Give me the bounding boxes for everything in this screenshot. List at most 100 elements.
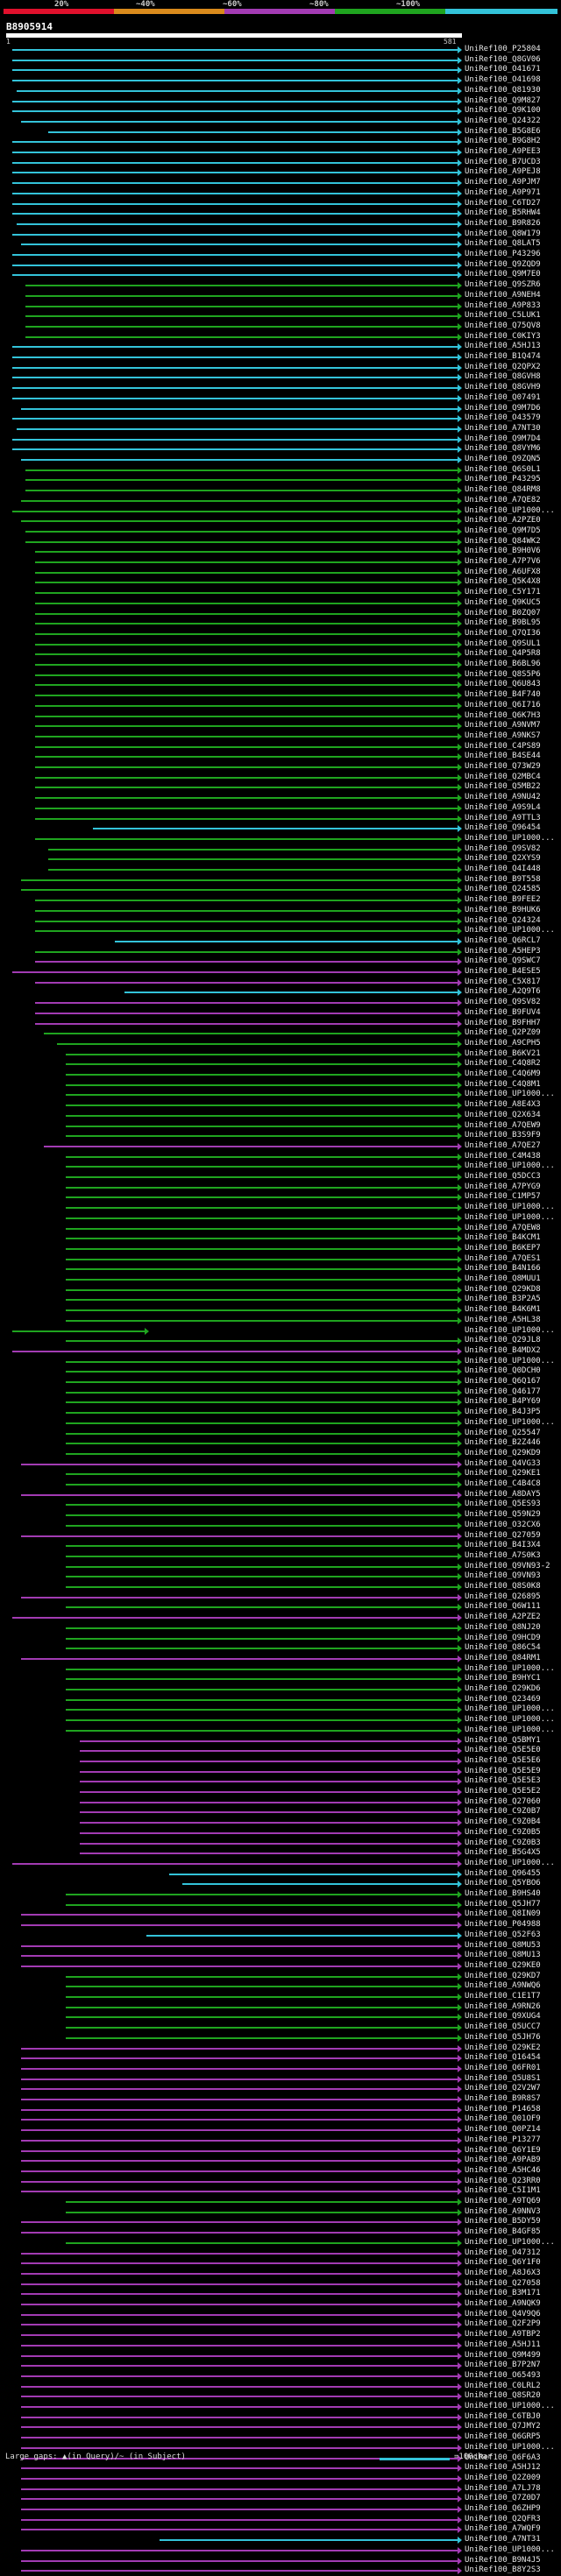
hit-label-link[interactable]: UniRef100_Q5JH77	[465, 1899, 541, 1909]
hit-label-link[interactable]: UniRef100_A7P7V6	[465, 557, 541, 566]
hit-label-link[interactable]: UniRef100_Q29KE2	[465, 2043, 541, 2052]
hit-row[interactable]: UniRef100_B5G4X5	[0, 1847, 561, 1859]
hit-row[interactable]: UniRef100_Q6RCL7	[0, 935, 561, 947]
hit-label-link[interactable]: UniRef100_Q5U8S1	[465, 2073, 541, 2083]
hit-label-link[interactable]: UniRef100_Q9SZR6	[465, 280, 541, 290]
hit-row[interactable]: UniRef100_C4M438	[0, 1151, 561, 1162]
hit-row[interactable]: UniRef100_B4KCM1	[0, 1232, 561, 1244]
hit-label-link[interactable]: UniRef100_Q16454	[465, 2053, 541, 2063]
hit-label-link[interactable]: UniRef100_Q9VN93-2	[465, 1561, 550, 1570]
hit-label-link[interactable]: UniRef100_Q07491	[465, 392, 541, 402]
hit-row[interactable]: UniRef100_B6KEP7	[0, 1243, 561, 1254]
hit-row[interactable]: UniRef100_Q8VYM6	[0, 443, 561, 455]
hit-label-link[interactable]: UniRef100_A6UFX8	[465, 567, 541, 576]
hit-label-link[interactable]: UniRef100_Q81930	[465, 85, 541, 95]
hit-label-link[interactable]: UniRef100_B6BL96	[465, 660, 541, 668]
hit-row[interactable]: UniRef100_Q9M7D5	[0, 526, 561, 537]
hit-label-link[interactable]: UniRef100_UP1000...	[465, 1858, 555, 1867]
hit-row[interactable]: UniRef100_A7QE82	[0, 495, 561, 506]
hit-label-link[interactable]: UniRef100_B4KCM1	[465, 1233, 541, 1243]
hit-row[interactable]: UniRef100_Q9XUG4	[0, 2011, 561, 2022]
hit-label-link[interactable]: UniRef100_Q27059	[465, 1530, 541, 1540]
hit-label-link[interactable]: UniRef100_O43579	[465, 413, 541, 423]
hit-row[interactable]: UniRef100_B3M171	[0, 2288, 561, 2299]
hit-label-link[interactable]: UniRef100_Q01OF9	[465, 2114, 541, 2124]
hit-label-link[interactable]: UniRef100_A9CPH5	[465, 1038, 541, 1048]
hit-label-link[interactable]: UniRef100_A5HL38	[465, 1315, 541, 1324]
hit-label-link[interactable]: UniRef100_A5HJ12	[465, 2463, 541, 2473]
hit-label-link[interactable]: UniRef100_A7WQF9	[465, 2524, 541, 2534]
hit-row[interactable]: UniRef100_C9Z0B3	[0, 1838, 561, 1849]
hit-row[interactable]: UniRef100_Q84RM8	[0, 484, 561, 496]
hit-label-link[interactable]: UniRef100_A9NEH4	[465, 290, 541, 300]
hit-row[interactable]: UniRef100_B4J3P5	[0, 1407, 561, 1418]
hit-label-link[interactable]: UniRef100_C4M438	[465, 1151, 541, 1161]
hit-row[interactable]: UniRef100_Q7QI36	[0, 628, 561, 639]
hit-label-link[interactable]: UniRef100_UP1000...	[465, 505, 555, 515]
hit-label-link[interactable]: UniRef100_A9P971	[465, 187, 541, 197]
hit-row[interactable]: UniRef100_UP1000...	[0, 833, 561, 844]
hit-label-link[interactable]: UniRef100_Q6ZHP9	[465, 2504, 541, 2513]
hit-row[interactable]: UniRef100_A5HL38	[0, 1315, 561, 1326]
hit-label-link[interactable]: UniRef100_Q8MU13	[465, 1951, 541, 1960]
hit-row[interactable]: UniRef100_B9HUK6	[0, 905, 561, 916]
hit-label-link[interactable]: UniRef100_A8E4X3	[465, 1100, 541, 1110]
hit-label-link[interactable]: UniRef100_Q9ZQD9	[465, 259, 541, 269]
hit-label-link[interactable]: UniRef100_B4I3X4	[465, 1541, 541, 1550]
hit-label-link[interactable]: UniRef100_Q7QI36	[465, 628, 541, 638]
hit-label-link[interactable]: UniRef100_Q96454	[465, 823, 541, 833]
hit-label-link[interactable]: UniRef100_Q4P5R8	[465, 649, 541, 659]
hit-row[interactable]: UniRef100_B9HS40	[0, 1888, 561, 1900]
hit-row[interactable]: UniRef100_Q6Y1E9	[0, 2145, 561, 2156]
hit-label-link[interactable]: UniRef100_C0KIY3	[465, 331, 541, 341]
hit-row[interactable]: UniRef100_A9NEH4	[0, 290, 561, 301]
hit-row[interactable]: UniRef100_B3P2A5	[0, 1294, 561, 1305]
hit-label-link[interactable]: UniRef100_A7NT30	[465, 423, 541, 433]
hit-row[interactable]: UniRef100_A9NKS7	[0, 730, 561, 742]
hit-label-link[interactable]: UniRef100_A8J6X3	[465, 2268, 541, 2277]
hit-row[interactable]: UniRef100_Q8S0K8	[0, 1581, 561, 1592]
hit-label-link[interactable]: UniRef100_A9PAB9	[465, 2156, 541, 2165]
hit-row[interactable]: UniRef100_UP1000...	[0, 2401, 561, 2412]
hit-label-link[interactable]: UniRef100_Q59N29	[465, 1510, 541, 1520]
hit-label-link[interactable]: UniRef100_Q5JH76	[465, 2032, 541, 2042]
hit-row[interactable]: UniRef100_Q2QPX2	[0, 362, 561, 373]
hit-row[interactable]: UniRef100_A9PJM7	[0, 177, 561, 188]
hit-label-link[interactable]: UniRef100_C6TD27	[465, 198, 541, 208]
hit-row[interactable]: UniRef100_C5LUK1	[0, 310, 561, 321]
hit-row[interactable]: UniRef100_Q73W29	[0, 761, 561, 773]
hit-label-link[interactable]: UniRef100_Q29KD7	[465, 1971, 541, 1980]
hit-label-link[interactable]: UniRef100_C9Z0B7	[465, 1807, 541, 1817]
hit-row[interactable]: UniRef100_Q9KUC5	[0, 597, 561, 609]
hit-row[interactable]: UniRef100_P43296	[0, 249, 561, 260]
hit-label-link[interactable]: UniRef100_Q5E5E0	[465, 1746, 541, 1755]
hit-row[interactable]: UniRef100_C9Z0B7	[0, 1806, 561, 1817]
hit-row[interactable]: UniRef100_UP1000...	[0, 1858, 561, 1869]
hit-row[interactable]: UniRef100_C6TD27	[0, 198, 561, 209]
hit-label-link[interactable]: UniRef100_B9T558	[465, 874, 541, 884]
hit-label-link[interactable]: UniRef100_Q26895	[465, 1591, 541, 1601]
hit-label-link[interactable]: UniRef100_Q6GRP5	[465, 2432, 541, 2442]
hit-label-link[interactable]: UniRef100_UP1000...	[465, 1090, 555, 1099]
hit-row[interactable]: UniRef100_A7P7V6	[0, 556, 561, 568]
hit-label-link[interactable]: UniRef100_Q84WK2	[465, 536, 541, 546]
hit-label-link[interactable]: UniRef100_B5RHW4	[465, 208, 541, 218]
hit-row[interactable]: UniRef100_Q6Q167	[0, 1376, 561, 1387]
hit-row[interactable]: UniRef100_B3S9F9	[0, 1130, 561, 1141]
hit-row[interactable]: UniRef100_Q6F6A3	[0, 2452, 561, 2464]
hit-row[interactable]: UniRef100_A7QE27	[0, 1140, 561, 1152]
hit-row[interactable]: UniRef100_Q2MBC4	[0, 772, 561, 783]
hit-row[interactable]: UniRef100_C5Y171	[0, 587, 561, 598]
hit-row[interactable]: UniRef100_A9NVM7	[0, 720, 561, 731]
hit-label-link[interactable]: UniRef100_Q9SWC7	[465, 956, 541, 966]
hit-row[interactable]: UniRef100_A9PEJ8	[0, 166, 561, 178]
hit-label-link[interactable]: UniRef100_UP1000...	[465, 1704, 555, 1714]
hit-label-link[interactable]: UniRef100_UP1000...	[465, 2237, 555, 2247]
hit-row[interactable]: UniRef100_Q25547	[0, 1428, 561, 1439]
hit-label-link[interactable]: UniRef100_UP1000...	[465, 926, 555, 935]
hit-row[interactable]: UniRef100_Q8SR20	[0, 2390, 561, 2402]
hit-row[interactable]: UniRef100_Q24585	[0, 884, 561, 895]
hit-row[interactable]: UniRef100_B4GF85	[0, 2227, 561, 2238]
hit-row[interactable]: UniRef100_Q29KE2	[0, 2043, 561, 2054]
hit-label-link[interactable]: UniRef100_Q29KD6	[465, 1684, 541, 1693]
